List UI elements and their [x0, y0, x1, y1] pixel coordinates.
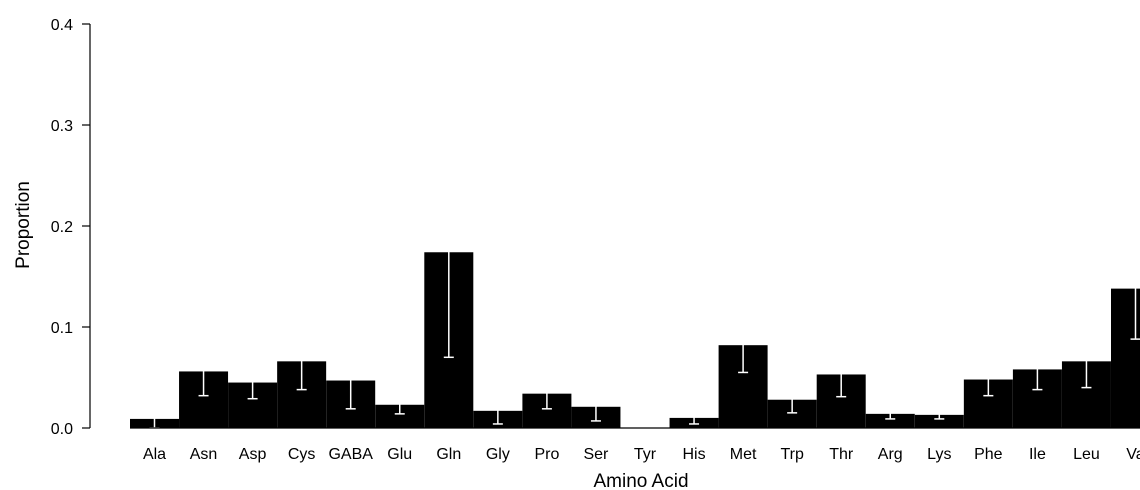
y-axis-title: Proportion: [13, 181, 34, 269]
y-tick-label: 0.2: [51, 219, 73, 236]
x-tick-label-asn: Asn: [190, 446, 218, 463]
bar-group-leu: [1061, 337, 1111, 428]
bar-group-asn: [179, 346, 229, 428]
x-tick-label-thr: Thr: [829, 446, 854, 463]
x-tick-label-ile: Ile: [1029, 446, 1046, 463]
x-tick-label-arg: Arg: [878, 446, 903, 463]
bar-group-ala: [130, 406, 179, 429]
bar-group-ser: [571, 389, 621, 428]
bar-group-trp: [767, 385, 817, 428]
x-tick-label-lys: Lys: [927, 446, 951, 463]
y-tick-label: 0.3: [51, 118, 73, 135]
y-tick-label: 0.1: [51, 320, 73, 337]
x-tick-label-cys: Cys: [288, 446, 316, 463]
x-tick-label-leu: Leu: [1073, 446, 1100, 463]
y-tick-label: 0.0: [51, 421, 73, 438]
bar-group-val: [1111, 237, 1140, 428]
bar-arg: [865, 413, 915, 428]
x-tick-label-gly: Gly: [486, 446, 510, 463]
bar-group-thr: [816, 351, 866, 428]
x-tick-label-his: His: [682, 446, 705, 463]
bar-group-met: [718, 317, 768, 428]
x-tick-label-val: Va: [1126, 446, 1140, 463]
bar-group-gaba: [326, 351, 376, 428]
x-tick-label-phe: Phe: [974, 446, 1003, 463]
y-axis: 0.0 0.1 0.2 0.3 0.4: [51, 17, 91, 438]
bars: [130, 146, 1140, 429]
x-tick-label-trp: Trp: [780, 446, 804, 463]
bar-lys: [914, 414, 964, 428]
bar-glu: [375, 404, 425, 428]
bar-group-gly: [473, 396, 523, 428]
x-tick-label-asp: Asp: [239, 446, 267, 463]
bar-group-phe: [963, 362, 1013, 428]
bar-group-his: [669, 411, 719, 428]
bar-group-cys: [277, 332, 327, 428]
bar-group-lys: [914, 411, 964, 428]
y-tick-label: 0.4: [51, 17, 73, 34]
x-tick-label-gaba: GABA: [328, 446, 373, 463]
x-axis-labels: Ala Asn Asp Cys GABA Glu Gln Gly Pro Ser Tyr His Met…: [143, 446, 1140, 463]
x-tick-label-tyr: Tyr: [634, 446, 657, 463]
bar-group-asp: [228, 367, 278, 428]
bar-group-arg: [865, 409, 915, 428]
bar-group-glu: [375, 396, 425, 428]
bar-group-gln: [424, 146, 474, 428]
bar-group-ile: [1012, 346, 1062, 428]
x-tick-label-pro: Pro: [534, 446, 559, 463]
x-axis-title: Amino Acid: [593, 471, 688, 490]
x-tick-label-glu: Glu: [387, 446, 412, 463]
x-tick-label-ala: Ala: [143, 446, 166, 463]
x-tick-label-gln: Gln: [436, 446, 461, 463]
bar-group-pro: [522, 377, 572, 428]
x-tick-label-met: Met: [730, 446, 757, 463]
x-tick-label-ser: Ser: [583, 446, 609, 463]
